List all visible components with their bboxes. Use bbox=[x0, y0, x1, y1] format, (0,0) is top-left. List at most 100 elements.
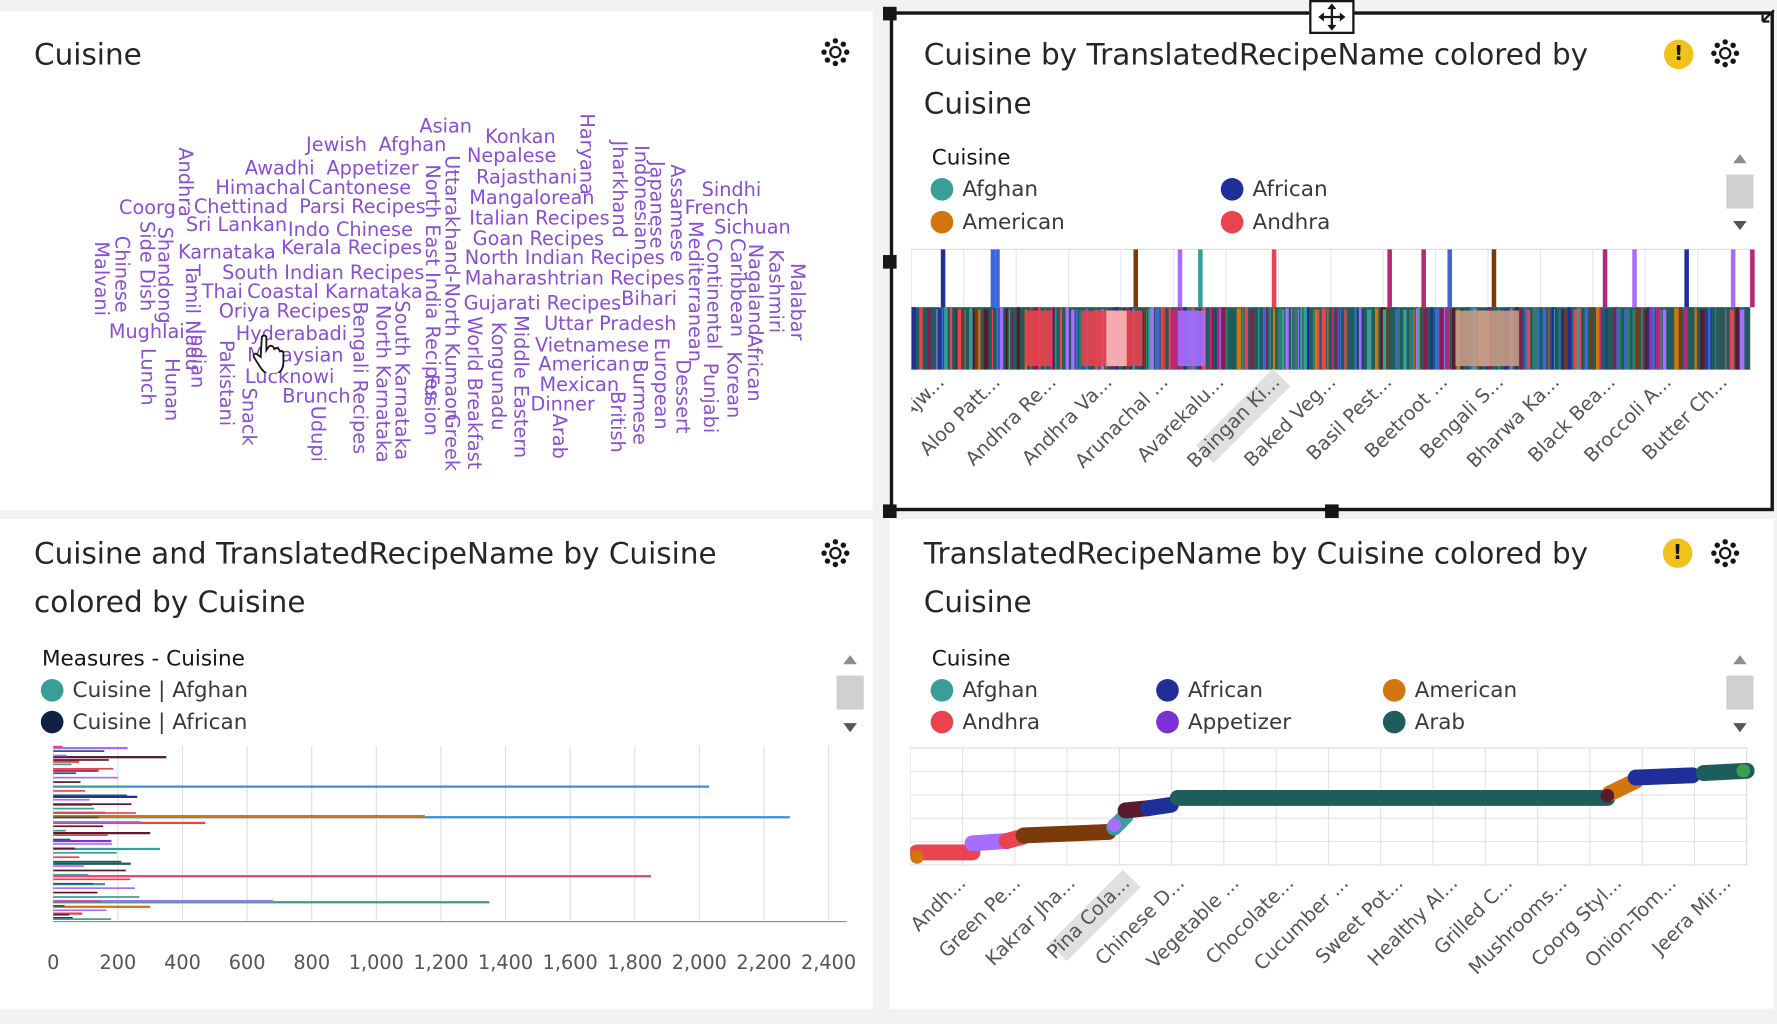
word-cloud-word[interactable]: South Indian Recipes bbox=[222, 261, 425, 285]
legend-item[interactable]: Arab bbox=[1382, 710, 1465, 735]
word-cloud-word[interactable]: Continental bbox=[701, 238, 725, 350]
legend-item[interactable]: Andhra bbox=[1220, 210, 1330, 235]
word-cloud-word[interactable]: Indian bbox=[185, 328, 209, 389]
word-cloud-word[interactable]: Gujarati Recipes bbox=[463, 292, 622, 316]
word-cloud-word[interactable]: Jharkhand bbox=[607, 140, 631, 238]
word-cloud-word[interactable]: Kerala Recipes bbox=[281, 236, 423, 260]
scroll-thumb[interactable] bbox=[836, 675, 864, 710]
word-cloud-word[interactable]: Appetizer bbox=[326, 157, 419, 181]
word-cloud-word[interactable]: Burmese bbox=[627, 359, 651, 445]
resize-handle[interactable] bbox=[1325, 504, 1339, 519]
word-cloud-word[interactable]: World Breakfast bbox=[462, 316, 486, 470]
scroll-up-icon[interactable] bbox=[1733, 655, 1747, 665]
word-cloud-word[interactable]: Dessert bbox=[671, 359, 694, 434]
resize-icon[interactable] bbox=[1759, 2, 1777, 27]
gear-icon[interactable] bbox=[820, 36, 852, 68]
word-cloud-word[interactable]: Tamil Nadu bbox=[180, 264, 203, 371]
word-cloud-word[interactable]: Goan Recipes bbox=[472, 227, 604, 251]
word-cloud-word[interactable]: Snack bbox=[236, 387, 260, 446]
legend-item[interactable]: Afghan bbox=[930, 177, 1038, 202]
word-cloud-word[interactable]: Arab bbox=[547, 413, 571, 459]
word-cloud-word[interactable]: Assamese bbox=[665, 164, 689, 262]
gear-icon[interactable] bbox=[1709, 537, 1741, 569]
word-cloud-word[interactable]: Sindhi bbox=[701, 179, 762, 202]
word-cloud-word[interactable]: Mexican bbox=[539, 374, 620, 397]
word-cloud-word[interactable]: Nagaland bbox=[743, 243, 767, 336]
legend-item[interactable]: American bbox=[930, 210, 1065, 235]
legend-item[interactable]: Afghan bbox=[930, 678, 1038, 703]
legend-scrollbar[interactable] bbox=[1724, 643, 1756, 744]
word-cloud-word[interactable]: Jewish bbox=[306, 133, 367, 157]
word-cloud-word[interactable]: Uttar Pradesh bbox=[544, 312, 677, 336]
word-cloud-word[interactable]: Oriya Recipes bbox=[218, 300, 352, 324]
word-cloud-word[interactable]: Cantonese bbox=[308, 176, 412, 200]
scroll-thumb[interactable] bbox=[1726, 174, 1754, 209]
word-cloud-word[interactable]: North East India Recipes bbox=[420, 164, 444, 400]
resize-handle[interactable] bbox=[882, 6, 897, 21]
word-cloud-word[interactable]: Side Dish bbox=[134, 221, 158, 312]
word-cloud-word[interactable]: Sri Lankan bbox=[185, 214, 288, 237]
hbar-chart-panel[interactable]: Cuisine and TranslatedRecipeName by Cuis… bbox=[0, 519, 873, 1009]
line-chart-panel[interactable]: TranslatedRecipeName by Cuisine colored … bbox=[889, 519, 1774, 1009]
word-cloud-word[interactable]: Nepalese bbox=[467, 145, 557, 168]
word-cloud-word[interactable]: Brunch bbox=[282, 385, 351, 409]
word-cloud-word[interactable]: Caribbean bbox=[725, 238, 749, 337]
word-cloud-word[interactable]: French bbox=[684, 197, 749, 220]
word-cloud-word[interactable]: Himachal bbox=[215, 176, 306, 200]
word-cloud-word[interactable]: North Karnataka bbox=[370, 304, 394, 463]
scroll-thumb[interactable] bbox=[1726, 675, 1754, 710]
legend-item[interactable]: Appetizer bbox=[1156, 710, 1291, 735]
word-cloud-word[interactable]: Thai bbox=[201, 281, 243, 304]
word-cloud-word[interactable]: Punjabi bbox=[698, 362, 721, 434]
word-cloud-word[interactable]: Shandong bbox=[153, 226, 176, 324]
word-cloud-word[interactable]: Konkan bbox=[485, 125, 556, 149]
word-cloud-word[interactable]: Malvani bbox=[89, 241, 113, 317]
resize-handle[interactable] bbox=[882, 504, 897, 519]
scroll-down-icon[interactable] bbox=[1733, 723, 1747, 733]
wordcloud-panel[interactable]: Cuisine Asian Konkan Jewish Afghan Nepalese H… bbox=[0, 11, 873, 511]
word-cloud-word[interactable]: Mediterranean bbox=[683, 221, 707, 362]
word-cloud-word[interactable]: Greek bbox=[439, 413, 463, 472]
word-cloud-word[interactable]: Coorg bbox=[119, 197, 176, 220]
word-cloud-word[interactable]: Middle Eastern bbox=[508, 315, 532, 459]
word-cloud-word[interactable]: Lunch bbox=[136, 347, 159, 406]
word-cloud-word[interactable]: Pakistani bbox=[214, 340, 237, 427]
bar-chart-panel[interactable]: Cuisine by TranslatedRecipeName colored … bbox=[889, 11, 1774, 512]
word-cloud-word[interactable]: Bengali Recipes bbox=[347, 301, 371, 455]
word-cloud-word[interactable]: Andhra bbox=[173, 147, 197, 217]
word-cloud-word[interactable]: Fusion bbox=[419, 374, 443, 436]
word-cloud-word[interactable]: European bbox=[649, 337, 673, 430]
word-cloud-word[interactable]: American bbox=[538, 353, 631, 377]
word-cloud-word[interactable]: Uttarakhand-North Kumaon bbox=[439, 155, 463, 422]
word-cloud-word[interactable]: Parsi Recipes bbox=[299, 196, 426, 219]
word-cloud-word[interactable]: Malabar bbox=[785, 262, 809, 341]
word-cloud-word[interactable]: Korean bbox=[722, 351, 745, 419]
legend-item[interactable]: African bbox=[1220, 177, 1328, 202]
word-cloud-word[interactable]: Kongunadu bbox=[486, 321, 509, 431]
word-cloud-word[interactable]: Coastal Karnataka bbox=[247, 281, 423, 304]
legend-item[interactable]: Andhra bbox=[930, 710, 1040, 735]
word-cloud-word[interactable]: Maharashtrian Recipes bbox=[464, 267, 685, 291]
word-cloud-word[interactable]: Vietnamese bbox=[535, 334, 650, 358]
word-cloud-word[interactable]: South Karnataka bbox=[389, 300, 413, 461]
word-cloud-word[interactable]: Karnataka bbox=[177, 241, 276, 265]
warning-icon[interactable]: ! bbox=[1663, 39, 1694, 70]
word-cloud-word[interactable]: Dinner bbox=[530, 393, 595, 416]
word-cloud-word[interactable]: Awadhi bbox=[244, 157, 315, 181]
word-cloud-word[interactable]: Bihari bbox=[621, 287, 678, 311]
word-cloud-word[interactable]: Rajasthani bbox=[476, 166, 578, 190]
move-icon[interactable] bbox=[1309, 0, 1355, 35]
word-cloud-word[interactable]: Haryana bbox=[574, 113, 598, 195]
legend-scrollbar[interactable] bbox=[1724, 142, 1756, 242]
word-cloud-word[interactable]: Udupi bbox=[306, 405, 329, 462]
word-cloud-word[interactable]: Hunan bbox=[159, 358, 183, 422]
legend-item[interactable]: Cuisine | Afghan bbox=[40, 678, 248, 703]
legend-item[interactable]: African bbox=[1156, 678, 1263, 703]
gear-icon[interactable] bbox=[1709, 37, 1741, 69]
word-cloud-word[interactable]: Mughlai bbox=[108, 320, 185, 344]
word-cloud-word[interactable]: Mangalorean bbox=[469, 187, 595, 210]
warning-icon[interactable]: ! bbox=[1662, 538, 1693, 568]
word-cloud-word[interactable]: Italian Recipes bbox=[469, 207, 610, 231]
legend-scrollbar[interactable] bbox=[834, 643, 866, 744]
word-cloud-word[interactable]: Sichuan bbox=[714, 216, 791, 240]
